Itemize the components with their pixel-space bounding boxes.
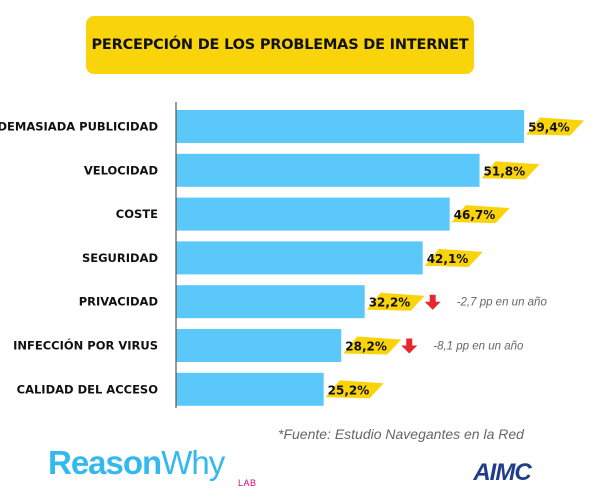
value-highlight [325, 380, 384, 399]
aimc-logo-text: AIMC [472, 459, 532, 486]
down-arrow-icon [401, 338, 418, 354]
annotation-label: -8,1 pp en un año [433, 341, 524, 353]
chart-title-box: PERCEPCIÓN DE LOS PROBLEMAS DE INTERNET [86, 16, 474, 74]
value-highlight [451, 205, 510, 224]
reasonwhy-lab-label: LAB [238, 478, 257, 488]
down-arrow-icon [424, 294, 441, 310]
value-label: 59,4% [528, 121, 570, 135]
value-label: 42,1% [427, 252, 469, 266]
category-label: PRIVACIDAD [79, 295, 158, 309]
reasonwhy-logo-bold: Reason [48, 444, 162, 481]
value-highlight [366, 292, 425, 311]
reasonwhy-logo-light: Why [161, 444, 225, 481]
value-highlight [343, 336, 402, 355]
bar [176, 197, 450, 231]
bar [176, 285, 365, 319]
category-label: INFECCIÓN POR VIRUS [13, 338, 158, 353]
value-highlight [526, 117, 585, 136]
value-highlight [424, 248, 483, 267]
category-label: VELOCIDAD [84, 163, 158, 177]
bar [176, 372, 324, 406]
bar [176, 153, 480, 187]
category-label: DEMASIADA PUBLICIDAD [0, 120, 158, 134]
category-label: SEGURIDAD [82, 251, 158, 265]
category-label: COSTE [116, 207, 158, 221]
value-highlight [481, 161, 540, 180]
bar [176, 110, 525, 143]
value-label: 28,2% [345, 340, 387, 354]
annotation-label: -2,7 pp en un año [457, 297, 548, 309]
value-label: 32,2% [369, 296, 411, 310]
reasonwhy-logo: ReasonWhy [48, 444, 225, 481]
value-label: 25,2% [328, 383, 370, 397]
aimc-logo: AIMC [472, 459, 533, 486]
bar [176, 241, 423, 275]
category-label: CALIDAD DEL ACCESO [17, 382, 159, 396]
chart-title: PERCEPCIÓN DE LOS PROBLEMAS DE INTERNET [91, 37, 469, 53]
source-note: *Fuente: Estudio Navegantes en la Red [278, 426, 524, 442]
value-label: 51,8% [484, 164, 526, 178]
value-label: 46,7% [454, 208, 496, 222]
bar-chart: DEMASIADA PUBLICIDAD 59,4% VELOCIDAD 51,8% C… [0, 102, 585, 408]
bar [176, 329, 342, 362]
